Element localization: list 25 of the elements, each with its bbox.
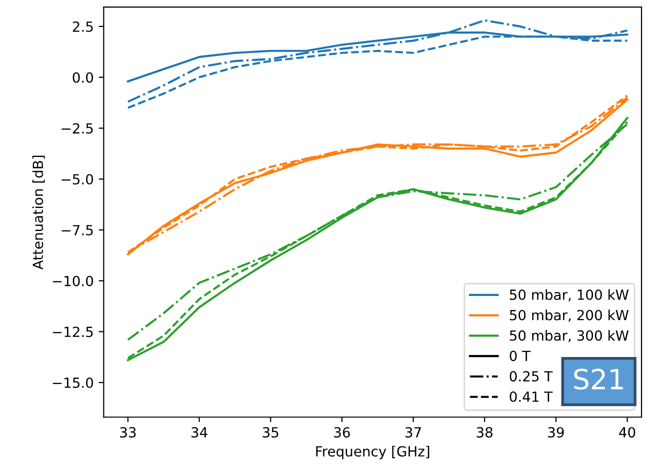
x-tick-label: 40: [619, 427, 636, 438]
x-tick-label: 34: [191, 427, 208, 438]
legend-label: 50 mbar, 200 kW: [510, 310, 629, 322]
x-tick-label: 39: [548, 427, 564, 438]
y-tick-label: −15.0: [52, 377, 94, 388]
x-tick-label: 36: [334, 427, 350, 438]
x-tick-label: 38: [476, 427, 492, 438]
y-tick-label: 2.5: [72, 21, 93, 32]
y-tick-label: −12.5: [52, 326, 93, 338]
legend-label: 50 mbar, 300 kW: [510, 330, 629, 342]
y-tick-label: −2.5: [62, 123, 93, 134]
x-tick-label: 35: [262, 427, 278, 438]
y-axis-title: Attenuation [dB]: [32, 156, 45, 270]
x-tick-label: 33: [120, 427, 136, 438]
y-tick-label: −10.0: [52, 276, 94, 286]
x-tick-label: 37: [405, 427, 421, 438]
y-tick-label: 0.0: [72, 72, 94, 83]
legend-label: 0.25 T: [510, 371, 553, 382]
legend-label: 50 mbar, 100 kW: [510, 289, 629, 302]
legend-label: 0.41 T: [510, 391, 553, 402]
y-tick-label: −7.5: [62, 225, 93, 236]
legend-label: 0 T: [510, 350, 531, 362]
y-tick-label: −5.0: [62, 174, 94, 185]
x-axis-title: Frequency [GHz]: [316, 446, 430, 460]
annotation: S21: [574, 368, 623, 390]
